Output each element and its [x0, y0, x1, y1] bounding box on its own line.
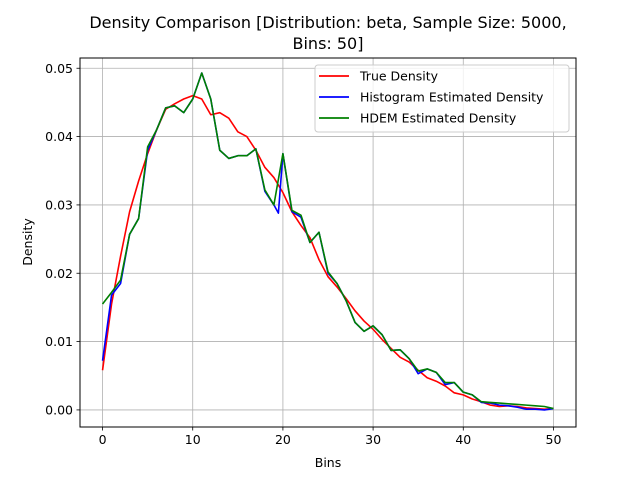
- series-line-2: [101, 72, 554, 410]
- chart-title-line-1: Density Comparison [Distribution: beta, …: [89, 13, 566, 32]
- y-tick-label: 0.00: [45, 402, 73, 417]
- y-tick-label: 0.05: [45, 61, 73, 76]
- legend-label-0: True Density: [359, 69, 439, 84]
- legend-label-2: HDEM Estimated Density: [360, 111, 517, 126]
- x-tick-label: 30: [365, 432, 381, 447]
- x-tick-label: 50: [546, 432, 562, 447]
- series-lines: [101, 72, 554, 411]
- legend-box: [314, 64, 570, 133]
- chart-title-line-2: Bins: 50]: [293, 34, 364, 53]
- y-axis-ticks: 0.00 0.01 0.02 0.03 0.04 0.05: [45, 61, 80, 417]
- y-tick-label: 0.04: [45, 129, 73, 144]
- chart-title: Density Comparison [Distribution: beta, …: [89, 13, 566, 53]
- legend: True Density Histogram Estimated Density H…: [314, 64, 570, 133]
- x-tick-label: 20: [275, 432, 291, 447]
- x-tick-label: 10: [185, 432, 201, 447]
- y-tick-label: 0.02: [45, 266, 73, 281]
- x-axis-ticks: 0 10 20 30 40 50: [99, 427, 562, 447]
- legend-label-1: Histogram Estimated Density: [360, 90, 544, 105]
- x-tick-label: 40: [455, 432, 471, 447]
- y-tick-label: 0.01: [45, 334, 73, 349]
- y-axis-label: Density: [20, 218, 35, 266]
- x-axis-label: Bins: [315, 455, 341, 470]
- plot-frame: [79, 57, 577, 428]
- x-tick-label: 0: [99, 432, 107, 447]
- y-tick-label: 0.03: [45, 197, 73, 212]
